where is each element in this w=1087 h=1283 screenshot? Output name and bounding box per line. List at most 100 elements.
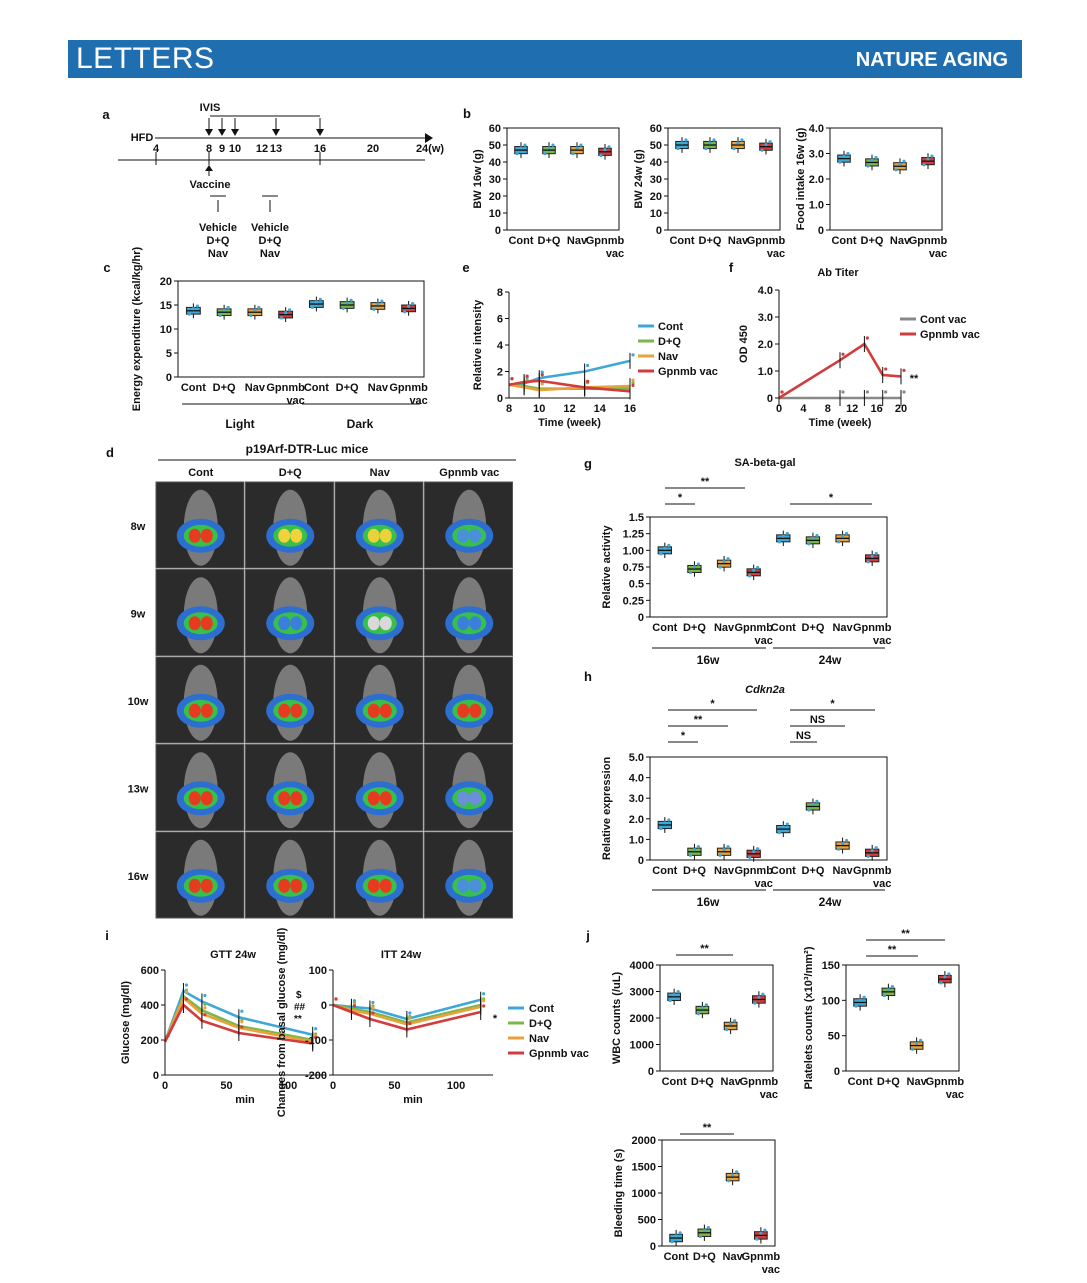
luciferase-signal-hot	[367, 878, 380, 893]
panel-i-itt-point	[408, 1021, 412, 1026]
panel-j-point	[696, 1012, 700, 1016]
luciferase-signal-hot	[188, 878, 201, 893]
panel-c-letter: c	[103, 260, 110, 275]
panel-e-point	[631, 381, 635, 385]
panel-j-point	[763, 1228, 767, 1232]
panel-j-ytick-label: 1000	[630, 1040, 654, 1052]
panel-g-group-24w: 24w	[819, 653, 842, 667]
panel-j-cat-label: Gpnmb	[926, 1076, 965, 1088]
panel-h-point	[815, 799, 819, 803]
panel-d-col-label: Nav	[370, 467, 391, 479]
panel-d-row-label: 8w	[131, 521, 146, 533]
panel-e-point	[540, 382, 544, 386]
timeline-tick-label: 12	[256, 143, 268, 155]
panel-b-point	[551, 143, 555, 147]
panel-j-point	[911, 1047, 915, 1051]
panel-j-point	[698, 1234, 702, 1239]
panel-f-point	[902, 390, 906, 394]
panel-i-gtt-point	[203, 1006, 207, 1010]
panel-h-group-16w: 16w	[697, 895, 720, 909]
panel-j-cat-label: Cont	[662, 1076, 687, 1088]
panel-g-cat-label: vac	[755, 635, 773, 647]
panel-b-cat-label: vac	[929, 248, 947, 260]
luciferase-signal-hot	[469, 616, 482, 631]
luciferase-signal-hot	[379, 791, 392, 806]
panel-j-ytick-label: 0	[650, 1241, 656, 1253]
luciferase-signal-hot	[188, 616, 201, 631]
panel-g-cat-label: Gpnmb	[734, 622, 773, 634]
panel-j-point	[668, 998, 672, 1003]
timeline-tick-label: 20	[367, 143, 379, 155]
luciferase-signal-hot	[367, 528, 380, 543]
panel-c-cat-label: Nav	[245, 382, 266, 394]
treat-2-text: D+Q	[259, 235, 282, 247]
panel-h-cat-label: Nav	[714, 865, 735, 877]
panel-g-point	[696, 562, 701, 566]
panel-g-cat-label: Gpnmb	[853, 622, 892, 634]
panel-c-point	[257, 305, 261, 310]
panel-j-point	[702, 1228, 706, 1233]
panel-j-ytick-label: 100	[822, 995, 840, 1007]
panel-i-gtt-point	[240, 1020, 244, 1024]
panel-d-col-label: Gpnmb vac	[439, 467, 499, 479]
panel-e-xtick-label: 14	[594, 403, 607, 415]
panel-j-point	[755, 1237, 759, 1241]
panel-g-point	[785, 531, 789, 536]
panel-g-point	[815, 533, 819, 538]
panel-i-itt-point	[371, 1000, 375, 1005]
panel-d-row-label: 13w	[128, 783, 149, 795]
panel-i-gtt-point	[203, 1002, 207, 1006]
panel-h-group-24w: 24w	[819, 895, 842, 909]
panel-d-row-label: 9w	[131, 608, 146, 620]
panel-f-xtick-label: 12	[846, 403, 858, 415]
panel-c-point	[407, 304, 411, 308]
panel-i-itt-ytick-label: -100	[305, 1035, 327, 1047]
panel-e-ytick-label: 6	[497, 314, 503, 326]
ivis-arrowhead	[272, 129, 280, 136]
panel-j-point	[706, 1225, 710, 1230]
panel-g-point	[659, 552, 663, 556]
panel-h-point	[840, 841, 845, 846]
panel-i-itt-ytick-label: 100	[309, 965, 327, 977]
panel-i-gtt-ytick-label: 400	[141, 1000, 159, 1012]
panel-g-ytick-label: 1.00	[623, 545, 644, 557]
panel-e-ytick-label: 4	[497, 340, 504, 352]
panel-h-point	[752, 850, 756, 854]
panel-c-ytick-label: 10	[160, 324, 172, 336]
panel-g-frame	[649, 516, 888, 618]
panel-j-cat-label: Nav	[907, 1076, 928, 1088]
panel-h-cat-label: Cont	[652, 865, 677, 877]
panel-h-ytick-label: 1.0	[629, 834, 644, 846]
panel-f-letter: f	[729, 260, 734, 275]
panel-g-point	[811, 536, 815, 540]
panel-b-point	[543, 152, 547, 156]
panel-c-ytick-label: 0	[166, 372, 172, 384]
panel-j-ytick-label: 0	[834, 1066, 840, 1078]
panel-i-gtt-point	[240, 1025, 244, 1029]
treat-1-text: Nav	[208, 248, 229, 260]
panel-e-ytick-label: 0	[497, 393, 503, 405]
panel-b-ytick-label: 50	[489, 140, 501, 152]
panel-i-itt-point	[408, 1016, 412, 1020]
panel-g-point	[874, 551, 878, 556]
panel-i-gtt-point	[203, 993, 207, 998]
panel-e-legend-label: D+Q	[658, 336, 681, 348]
panel-b-point	[708, 141, 712, 145]
panel-i-gtt-point	[203, 1013, 207, 1017]
panel-j-cat-label: Gpnmb	[740, 1076, 779, 1088]
panel-i-gtt-point	[184, 990, 189, 994]
panel-j-point	[725, 1028, 729, 1032]
panel-b-point	[922, 163, 926, 167]
luciferase-signal-hot	[200, 703, 213, 718]
section-title: LETTERS	[76, 42, 215, 75]
panel-j-point	[757, 995, 761, 999]
panel-d-col-label: Cont	[188, 467, 213, 479]
panel-i-gtt-point	[184, 983, 189, 987]
luciferase-signal-hot	[457, 791, 470, 806]
panel-g-cat-label: Cont	[652, 622, 677, 634]
ivis-arrowhead	[218, 129, 226, 136]
panel-g-point	[807, 542, 811, 546]
luciferase-signal-hot	[278, 878, 291, 893]
panel-c-cat-label: D+Q	[213, 382, 236, 394]
panel-i-itt-ytick-label: 0	[321, 1000, 327, 1012]
